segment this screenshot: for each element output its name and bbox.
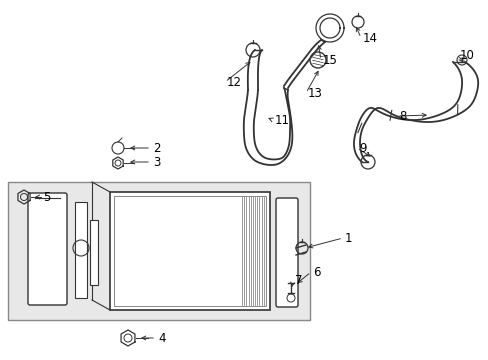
Bar — [114, 196, 265, 306]
Text: 2: 2 — [153, 141, 160, 154]
Text: 7: 7 — [294, 274, 302, 288]
Bar — [110, 192, 269, 310]
Text: 3: 3 — [153, 156, 160, 168]
Text: 9: 9 — [358, 141, 366, 154]
Text: 12: 12 — [226, 76, 242, 89]
Bar — [75, 202, 87, 298]
Text: 10: 10 — [459, 49, 474, 62]
Bar — [90, 220, 98, 285]
FancyBboxPatch shape — [28, 193, 67, 305]
Text: 15: 15 — [323, 54, 337, 67]
Bar — [8, 182, 309, 320]
Text: 1: 1 — [345, 231, 352, 244]
Text: 11: 11 — [274, 113, 289, 126]
Text: 4: 4 — [158, 332, 165, 345]
FancyBboxPatch shape — [275, 198, 297, 307]
Text: 5: 5 — [43, 190, 50, 203]
Text: 14: 14 — [362, 32, 377, 45]
Text: 6: 6 — [312, 266, 320, 279]
Text: 13: 13 — [307, 86, 322, 99]
Text: 8: 8 — [398, 109, 406, 122]
